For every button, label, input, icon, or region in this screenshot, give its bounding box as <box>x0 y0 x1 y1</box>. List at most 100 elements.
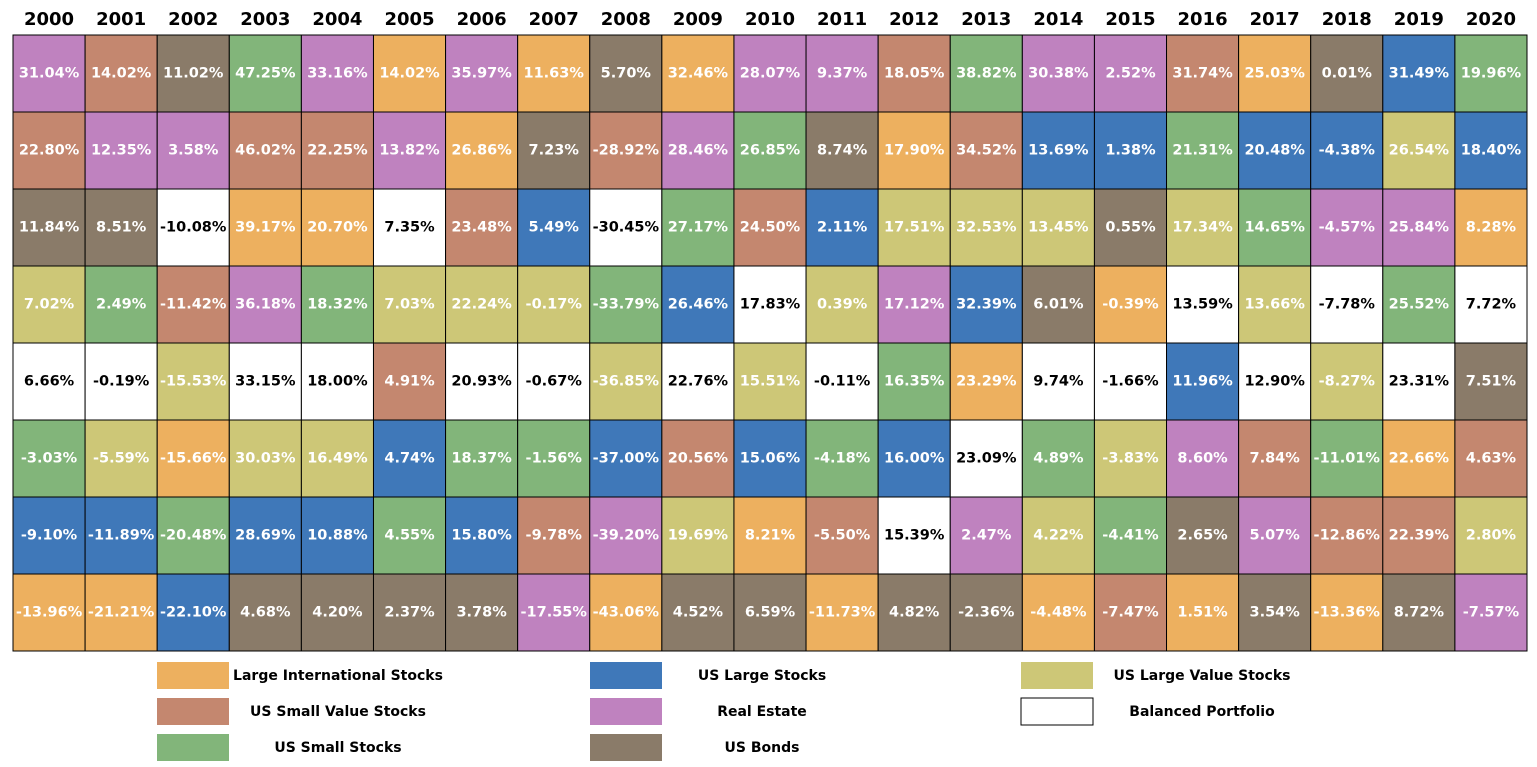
year-header: 2002 <box>168 9 218 30</box>
cell <box>445 111 519 190</box>
cell-value: -8.27% <box>1319 374 1376 390</box>
cell-value: 4.82% <box>889 605 940 621</box>
cell-value: 35.97% <box>451 66 512 82</box>
year-header: 2018 <box>1322 9 1372 30</box>
cell-value: 8.72% <box>1394 605 1445 621</box>
cell <box>12 342 86 421</box>
cell-value: 13.82% <box>379 143 440 159</box>
cell <box>156 419 230 498</box>
cell <box>877 419 951 498</box>
cell-value: 7.02% <box>24 297 75 313</box>
cell-value: 26.85% <box>740 143 801 159</box>
cell <box>1021 188 1095 267</box>
cell <box>877 34 951 113</box>
cell-value: 9.37% <box>817 66 868 82</box>
legend-label: US Large Value Stocks <box>1114 668 1291 684</box>
cell <box>805 419 879 498</box>
cell <box>445 34 519 113</box>
year-header: 2006 <box>457 9 507 30</box>
cell-value: 31.49% <box>1389 66 1450 82</box>
cell-value: -13.96% <box>16 605 83 621</box>
cell <box>1093 188 1168 267</box>
cell <box>661 419 735 498</box>
cell <box>1454 419 1528 498</box>
cell <box>1310 419 1384 498</box>
cell-value: 17.12% <box>884 297 945 313</box>
cell-value: 22.25% <box>307 143 368 159</box>
cell <box>300 188 374 267</box>
cell-value: 25.52% <box>1389 297 1450 313</box>
cell-value: 22.66% <box>1389 451 1450 467</box>
cell-value: 4.68% <box>240 605 291 621</box>
cell <box>1310 342 1384 421</box>
cell-value: 21.31% <box>1172 143 1233 159</box>
cell <box>300 496 374 575</box>
cell-value: 5.70% <box>601 66 652 82</box>
cell-value: -36.85% <box>593 374 660 390</box>
cell <box>733 265 807 344</box>
cell-value: 2.52% <box>1105 66 1156 82</box>
cell <box>372 573 447 652</box>
cell-value: -21.21% <box>88 605 155 621</box>
cell <box>12 111 86 190</box>
year-header: 2004 <box>312 9 362 30</box>
cell-value: -9.78% <box>526 528 583 544</box>
legend-label: US Small Stocks <box>274 740 401 756</box>
cell <box>661 342 735 421</box>
cell-value: 8.74% <box>817 143 868 159</box>
cell-value: -11.73% <box>809 605 876 621</box>
cell-value: -7.57% <box>1463 605 1520 621</box>
cell <box>661 111 735 190</box>
cell-value: 15.80% <box>451 528 512 544</box>
cell-value: 33.16% <box>307 66 368 82</box>
cell-value: 28.69% <box>235 528 296 544</box>
cell-value: 1.38% <box>1105 143 1156 159</box>
year-header: 2017 <box>1250 9 1300 30</box>
cell <box>949 419 1023 498</box>
cell-value: 2.47% <box>961 528 1012 544</box>
cell <box>877 265 951 344</box>
cell-value: 18.32% <box>307 297 368 313</box>
cell-value: 46.02% <box>235 143 296 159</box>
cell-value: 11.02% <box>163 66 224 82</box>
cell-value: 4.63% <box>1466 451 1517 467</box>
cell <box>877 111 951 190</box>
cell <box>1238 419 1312 498</box>
cell-value: 11.96% <box>1172 374 1233 390</box>
year-header: 2011 <box>817 9 867 30</box>
cell <box>445 188 519 267</box>
year-header: 2015 <box>1105 9 1155 30</box>
cell-value: -11.01% <box>1314 451 1381 467</box>
cell-value: -13.36% <box>1314 605 1381 621</box>
cell-value: -0.67% <box>526 374 583 390</box>
cell <box>1382 342 1456 421</box>
cell-value: 32.39% <box>956 297 1017 313</box>
cell-value: 4.22% <box>1033 528 1084 544</box>
cell-value: 6.01% <box>1033 297 1084 313</box>
year-header: 2007 <box>529 9 579 30</box>
cell-value: 20.48% <box>1244 143 1305 159</box>
cell-value: 7.84% <box>1250 451 1301 467</box>
cell <box>1310 34 1384 113</box>
cell <box>517 188 591 267</box>
cell <box>1166 34 1240 113</box>
cell-value: 14.02% <box>91 66 152 82</box>
cell <box>661 496 735 575</box>
cell-value: -2.36% <box>958 605 1015 621</box>
cell-value: 2.37% <box>384 605 435 621</box>
cell <box>84 419 158 498</box>
cell-value: 0.55% <box>1105 220 1156 236</box>
cell-value: -12.86% <box>1314 528 1381 544</box>
cell-value: 8.28% <box>1466 220 1517 236</box>
cell-value: 3.58% <box>168 143 219 159</box>
cell-value: 4.89% <box>1033 451 1084 467</box>
cell-value: 31.04% <box>19 66 80 82</box>
cell-value: 26.54% <box>1389 143 1450 159</box>
cell-value: 22.39% <box>1389 528 1450 544</box>
legend-swatch <box>590 662 662 689</box>
cell <box>156 34 230 113</box>
cell <box>228 188 302 267</box>
cell-value: -11.89% <box>88 528 155 544</box>
legend-swatch <box>590 698 662 725</box>
